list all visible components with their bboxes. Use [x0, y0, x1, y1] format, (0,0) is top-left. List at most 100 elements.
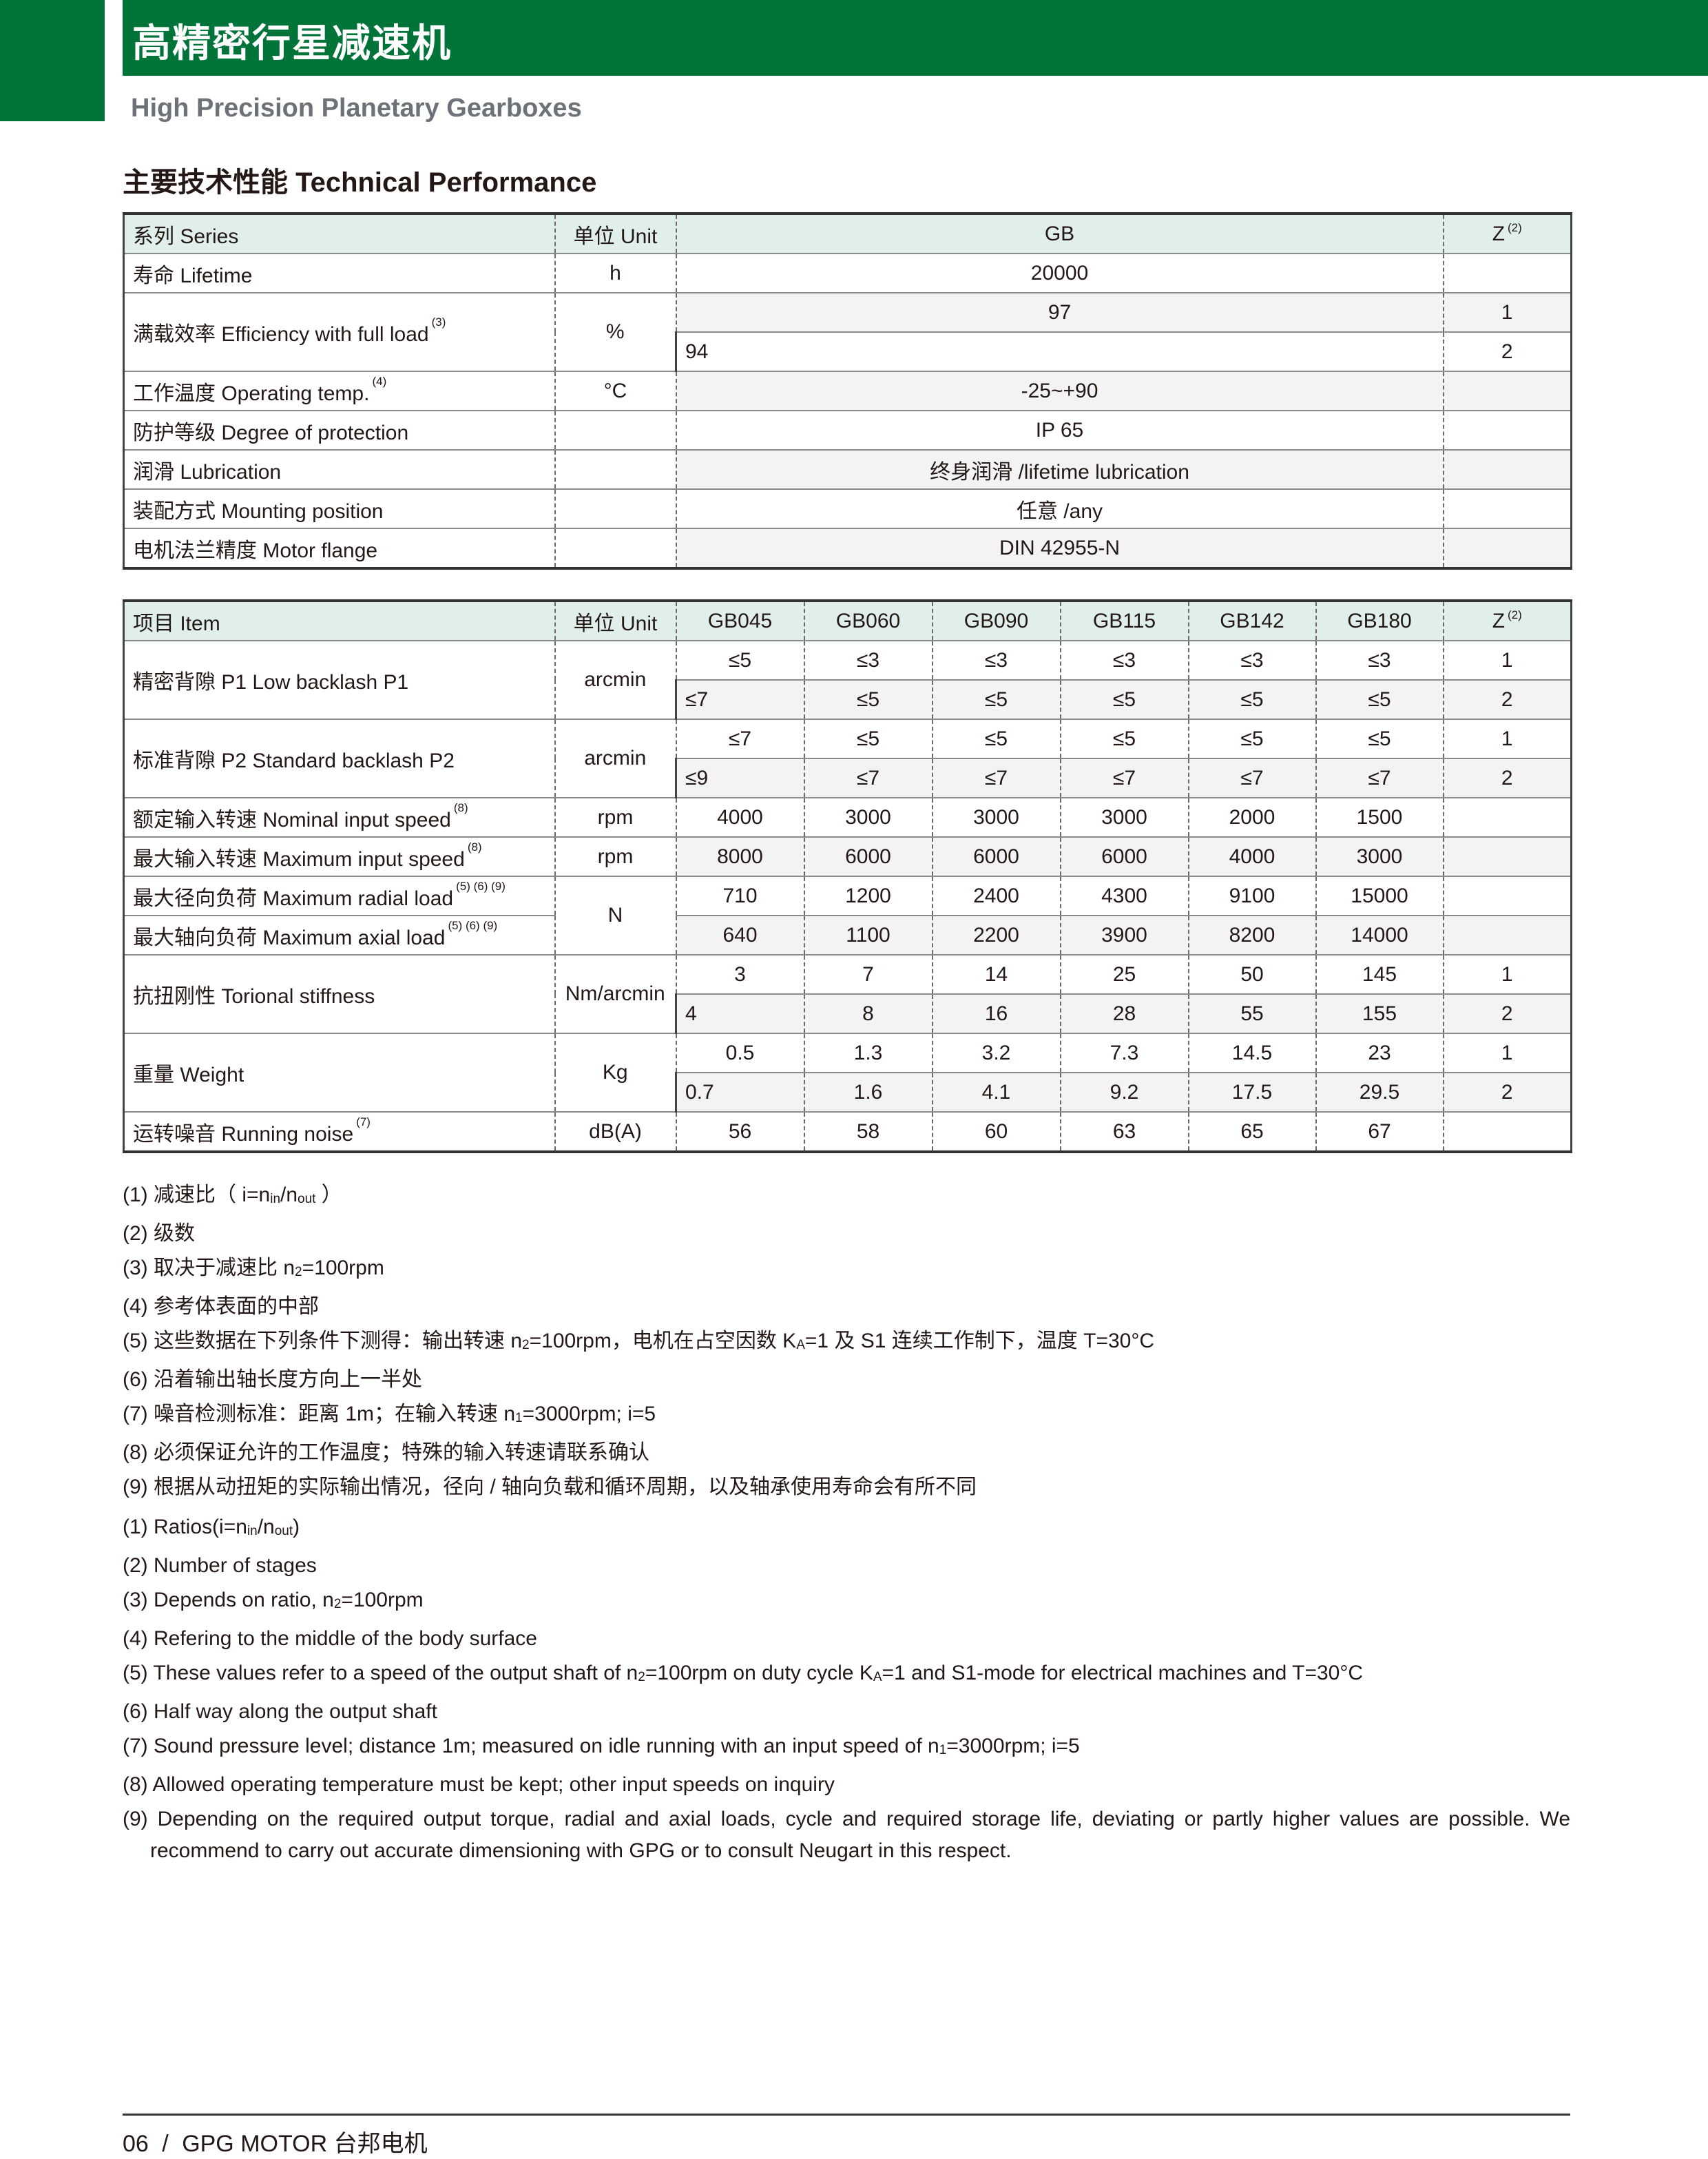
footnote-item: (3) Depends on ratio, n2=100rpm	[123, 1583, 1570, 1622]
row-unit: rpm	[554, 797, 677, 838]
note-text: (5) These values refer to a speed of the…	[123, 1662, 638, 1684]
note-text: (4) 参考体表面的中部	[123, 1295, 319, 1318]
row-label-text: 防护等级 Degree of protection	[133, 421, 409, 444]
row-value: 3000	[803, 797, 933, 838]
subscript: A	[796, 1338, 805, 1352]
table-row: 装配方式 Mounting position 任意 /any	[123, 488, 1572, 529]
row-stages	[1442, 253, 1572, 293]
footnote-item: (5) 这些数据在下列条件下测得：输出转速 n2=100rpm，电机在占空因数 …	[123, 1324, 1154, 1363]
row-value: 9100	[1187, 876, 1317, 916]
footnote-ref: (2)	[1508, 608, 1522, 621]
row-value: 8	[803, 993, 933, 1034]
row-unit: Nm/arcmin	[554, 954, 677, 1034]
note-text: (3) Depends on ratio, n	[123, 1589, 334, 1611]
row-stages	[1442, 915, 1572, 955]
row-value: 14.5	[1187, 1033, 1317, 1073]
row-stages: 1	[1442, 954, 1572, 995]
row-value: 145	[1315, 954, 1444, 995]
row-value: 1.6	[803, 1072, 933, 1113]
row-label: 精密背隙 P1 Low backlash P1	[123, 640, 556, 720]
note-text: (8) Allowed operating temperature must b…	[123, 1773, 835, 1796]
table-row: 重量 Weight Kg 0.5 1.3 3.2 7.3 14.5 23 1	[123, 1033, 1572, 1113]
row-value: ≤7	[675, 679, 805, 720]
row-value: 0.5	[675, 1033, 805, 1073]
row-value: ≤7	[1059, 758, 1189, 798]
header-z-label: Z	[1492, 609, 1506, 632]
row-label: 最大轴向负荷 Maximum axial load(5) (6) (9)	[123, 915, 556, 955]
table-row: 标准背隙 P2 Standard backlash P2 arcmin ≤7 ≤5 ≤5…	[123, 719, 1572, 798]
table-row: 润滑 Lubrication 终身润滑 /lifetime lubrication	[123, 449, 1572, 490]
row-value: 8000	[675, 836, 805, 877]
row-value: 1500	[1315, 797, 1444, 838]
row-value: 20000	[675, 253, 1444, 293]
row-value: 4300	[1059, 876, 1189, 916]
row-value: ≤3	[1187, 640, 1317, 681]
table-row: 满载效率 Efficiency with full load(3)% 97 1	[123, 292, 1572, 372]
row-value: 1.3	[803, 1033, 933, 1073]
footnote-item: (2) Number of stages	[123, 1549, 1570, 1583]
row-value: ≤3	[1315, 640, 1444, 681]
row-label: 运转噪音 Running noise(7)	[123, 1111, 556, 1153]
note-text: (9) 根据从动扭矩的实际输出情况，径向 / 轴向负载和循环周期，以及轴承使用寿…	[123, 1476, 977, 1498]
row-unit: arcmin	[554, 719, 677, 798]
table-row: 94 2	[124, 331, 1572, 372]
row-value: 3000	[1059, 797, 1189, 838]
row-stages	[1442, 836, 1572, 877]
footnote-item: (7) Sound pressure level; distance 1m; m…	[123, 1729, 1570, 1768]
row-value: IP 65	[675, 410, 1444, 451]
row-unit: °C	[554, 371, 677, 411]
row-value: -25~+90	[675, 371, 1444, 411]
header-unit: 单位 Unit	[554, 213, 677, 254]
subscript: in	[247, 1524, 258, 1538]
row-unit	[554, 488, 677, 529]
subscript: 2	[522, 1338, 530, 1352]
table-row: 运转噪音 Running noise(7) dB(A) 56 58 60 63 65 67	[123, 1111, 1572, 1153]
note-text: =100rpm	[302, 1257, 384, 1279]
row-label-text: 装配方式 Mounting position	[133, 499, 384, 523]
row-stages	[1442, 371, 1572, 411]
row-stages: 1	[1442, 719, 1572, 759]
row-value: 97	[675, 292, 1444, 333]
row-value: 4.1	[931, 1072, 1061, 1113]
table-row: ≤9 ≤7 ≤7 ≤7 ≤7 ≤7 2	[124, 758, 1572, 798]
row-value: 14	[931, 954, 1061, 995]
note-text: (6) Half way along the output shaft	[123, 1700, 437, 1723]
header-z-label: Z	[1492, 222, 1506, 245]
page-subtitle: High Precision Planetary Gearboxes	[131, 94, 582, 123]
header-green-block	[0, 0, 105, 121]
row-value: 67	[1315, 1111, 1444, 1153]
footnote-item: (8) Allowed operating temperature must b…	[123, 1768, 1570, 1802]
footnote-ref: (5) (6) (9)	[456, 879, 506, 893]
row-label: 最大径向负荷 Maximum radial load(5) (6) (9)	[123, 876, 556, 916]
row-stages: 2	[1442, 758, 1572, 798]
note-text: (3) 取决于减速比 n	[123, 1257, 295, 1279]
row-value: 0.7	[675, 1072, 805, 1113]
row-value: 58	[803, 1111, 933, 1153]
header-unit: 单位 Unit	[554, 600, 677, 641]
subscript: A	[873, 1670, 882, 1684]
row-value: 6000	[1059, 836, 1189, 877]
subscript: 1	[939, 1743, 947, 1757]
row-value: 29.5	[1315, 1072, 1444, 1113]
note-text: )	[293, 1516, 300, 1538]
table-header-row: 系列 Series 单位 Unit GB Z (2)	[123, 213, 1572, 254]
row-label-text: 满载效率 Efficiency with full load	[133, 323, 429, 346]
notes-chinese: (1) 减速比（ i=nin/nout ） (2) 级数 (3) 取决于减速比 n2…	[123, 1178, 1154, 1505]
table-row: 工作温度 Operating temp.(4) °C -25~+90	[123, 371, 1572, 411]
note-text: =100rpm，电机在占空因数 K	[529, 1330, 797, 1352]
note-text: (1) 减速比（ i=n	[123, 1184, 271, 1206]
table-row: 电机法兰精度 Motor flange DIN 42955-N	[123, 528, 1572, 569]
row-stages	[1442, 449, 1572, 490]
row-value: ≤5	[1187, 679, 1317, 720]
row-label: 装配方式 Mounting position	[123, 488, 556, 529]
table-row: 精密背隙 P1 Low backlash P1 arcmin ≤5 ≤3 ≤3 ≤3 ≤3 ≤…	[123, 640, 1572, 720]
row-value: ≤9	[675, 758, 805, 798]
row-label-text: 最大输入转速 Maximum input speed	[133, 847, 465, 871]
note-text: =100rpm	[341, 1589, 424, 1611]
header-model: GB060	[803, 600, 933, 641]
row-unit: rpm	[554, 836, 677, 877]
row-value: ≤5	[931, 719, 1061, 759]
row-label-text: 标准背隙 P2 Standard backlash P2	[133, 750, 455, 772]
row-value: 50	[1187, 954, 1317, 995]
subscript: 2	[333, 1597, 342, 1611]
